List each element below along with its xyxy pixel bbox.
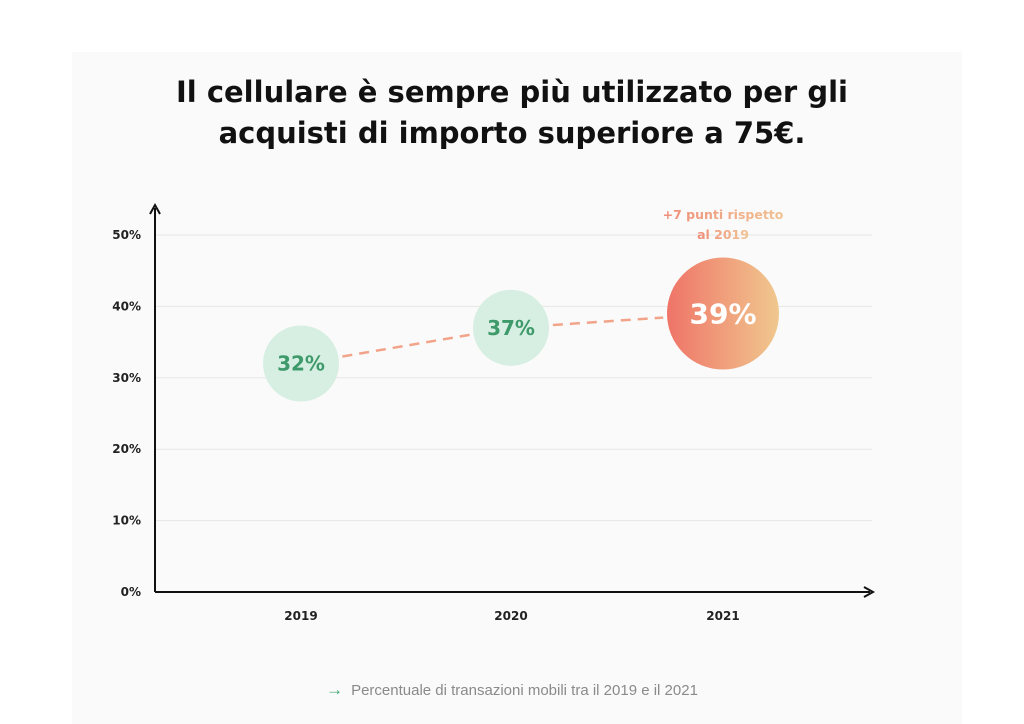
y-tick-label: 0% [121,585,141,599]
data-label: 39% [689,298,756,331]
data-point [263,325,339,402]
annotation-line-2: al 2019 [697,227,749,242]
y-tick-label: 10% [112,514,141,528]
chart-card [72,52,962,724]
arrow-right-icon: → [326,680,344,699]
x-tick-label: 2020 [494,609,527,623]
axes [149,202,876,598]
x-tick-label: 2019 [284,609,317,623]
x-tick-label: 2021 [706,609,739,623]
data-points: 32% 37% 39% [263,257,779,402]
annotation: +7 punti rispetto al 2019 [663,207,784,242]
y-axis-arrow-icon [149,202,161,215]
data-point [473,289,549,366]
y-tick-label: 20% [112,442,141,456]
y-tick-label: 40% [112,299,141,313]
chart-footnote: → Percentuale di transazioni mobili tra i… [0,680,1024,700]
y-axis-ticks: 0% 10% 20% 30% 40% 50% [112,228,141,599]
chart-title-line-2: acquisti di importo superiore a 75€. [218,116,806,150]
chart-title: Il cellulare è sempre più utilizzato per… [0,72,1024,154]
trend-dash-segment [342,333,470,358]
data-label: 37% [487,316,535,340]
data-label: 32% [277,352,325,376]
footnote-text: Percentuale di transazioni mobili tra il… [351,682,698,699]
highlight-point [667,257,779,370]
y-tick-label: 30% [112,371,141,385]
annotation-line-1: +7 punti rispetto [663,207,784,222]
y-tick-label: 50% [112,228,141,242]
trend-dashes [342,316,664,358]
trend-dash-segment [552,316,664,327]
x-axis-arrow-icon [863,586,876,598]
chart-title-line-1: Il cellulare è sempre più utilizzato per… [176,75,848,109]
x-axis-ticks: 2019 2020 2021 [284,609,739,623]
